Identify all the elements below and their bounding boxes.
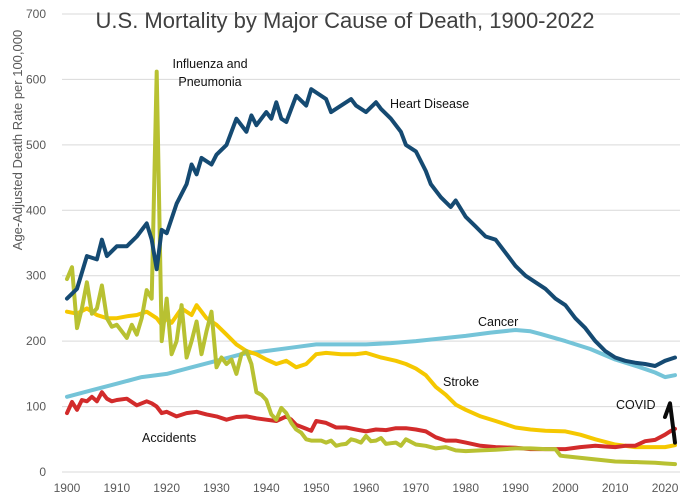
x-tick-label: 2010 [602, 481, 629, 495]
series-line-influenza-and-pneumonia [65, 69, 677, 467]
y-tick-label: 400 [26, 203, 46, 217]
series-lines [65, 69, 677, 467]
y-tick-label: 0 [39, 465, 46, 479]
y-axis-ticks: 0 100 200 300 400 500 600 700 [26, 7, 46, 479]
y-axis-label: Age-Adjusted Death Rate per 100,000 [10, 30, 25, 250]
y-tick-label: 700 [26, 7, 46, 21]
series-line-heart-disease [65, 87, 677, 368]
x-tick-label: 1980 [452, 481, 479, 495]
series-line-cancer [65, 328, 677, 399]
chart-title: U.S. Mortality by Major Cause of Death, … [96, 8, 595, 33]
x-tick-label: 1950 [303, 481, 330, 495]
y-tick-label: 200 [26, 334, 46, 348]
x-tick-label: 1990 [502, 481, 529, 495]
x-tick-label: 2020 [652, 481, 679, 495]
x-axis-ticks: 1900 1910 1920 1930 1940 1950 1960 1970 1980 1990… [54, 481, 679, 495]
y-tick-label: 500 [26, 138, 46, 152]
series-line-covid [663, 401, 677, 445]
y-tick-label: 100 [26, 400, 46, 414]
label-covid: COVID [616, 398, 656, 412]
x-tick-label: 1930 [203, 481, 230, 495]
series-line-stroke [65, 303, 677, 450]
y-tick-label: 300 [26, 269, 46, 283]
x-tick-label: 1900 [54, 481, 81, 495]
series-labels: Heart Disease Cancer Stroke Influenza and Pn… [142, 57, 656, 445]
series-line-accidents [65, 390, 677, 452]
x-tick-label: 1920 [153, 481, 180, 495]
x-tick-label: 2000 [552, 481, 579, 495]
label-stroke: Stroke [443, 375, 479, 389]
label-heart-disease: Heart Disease [390, 97, 469, 111]
label-cancer: Cancer [478, 315, 518, 329]
y-tick-label: 600 [26, 72, 46, 86]
x-tick-label: 1940 [253, 481, 280, 495]
label-accidents: Accidents [142, 431, 196, 445]
label-influenza-and-pneumonia: Influenza and Pneumonia [172, 57, 247, 89]
x-tick-label: 1970 [403, 481, 430, 495]
gridlines [62, 13, 680, 473]
x-tick-label: 1960 [353, 481, 380, 495]
x-tick-label: 1910 [103, 481, 130, 495]
